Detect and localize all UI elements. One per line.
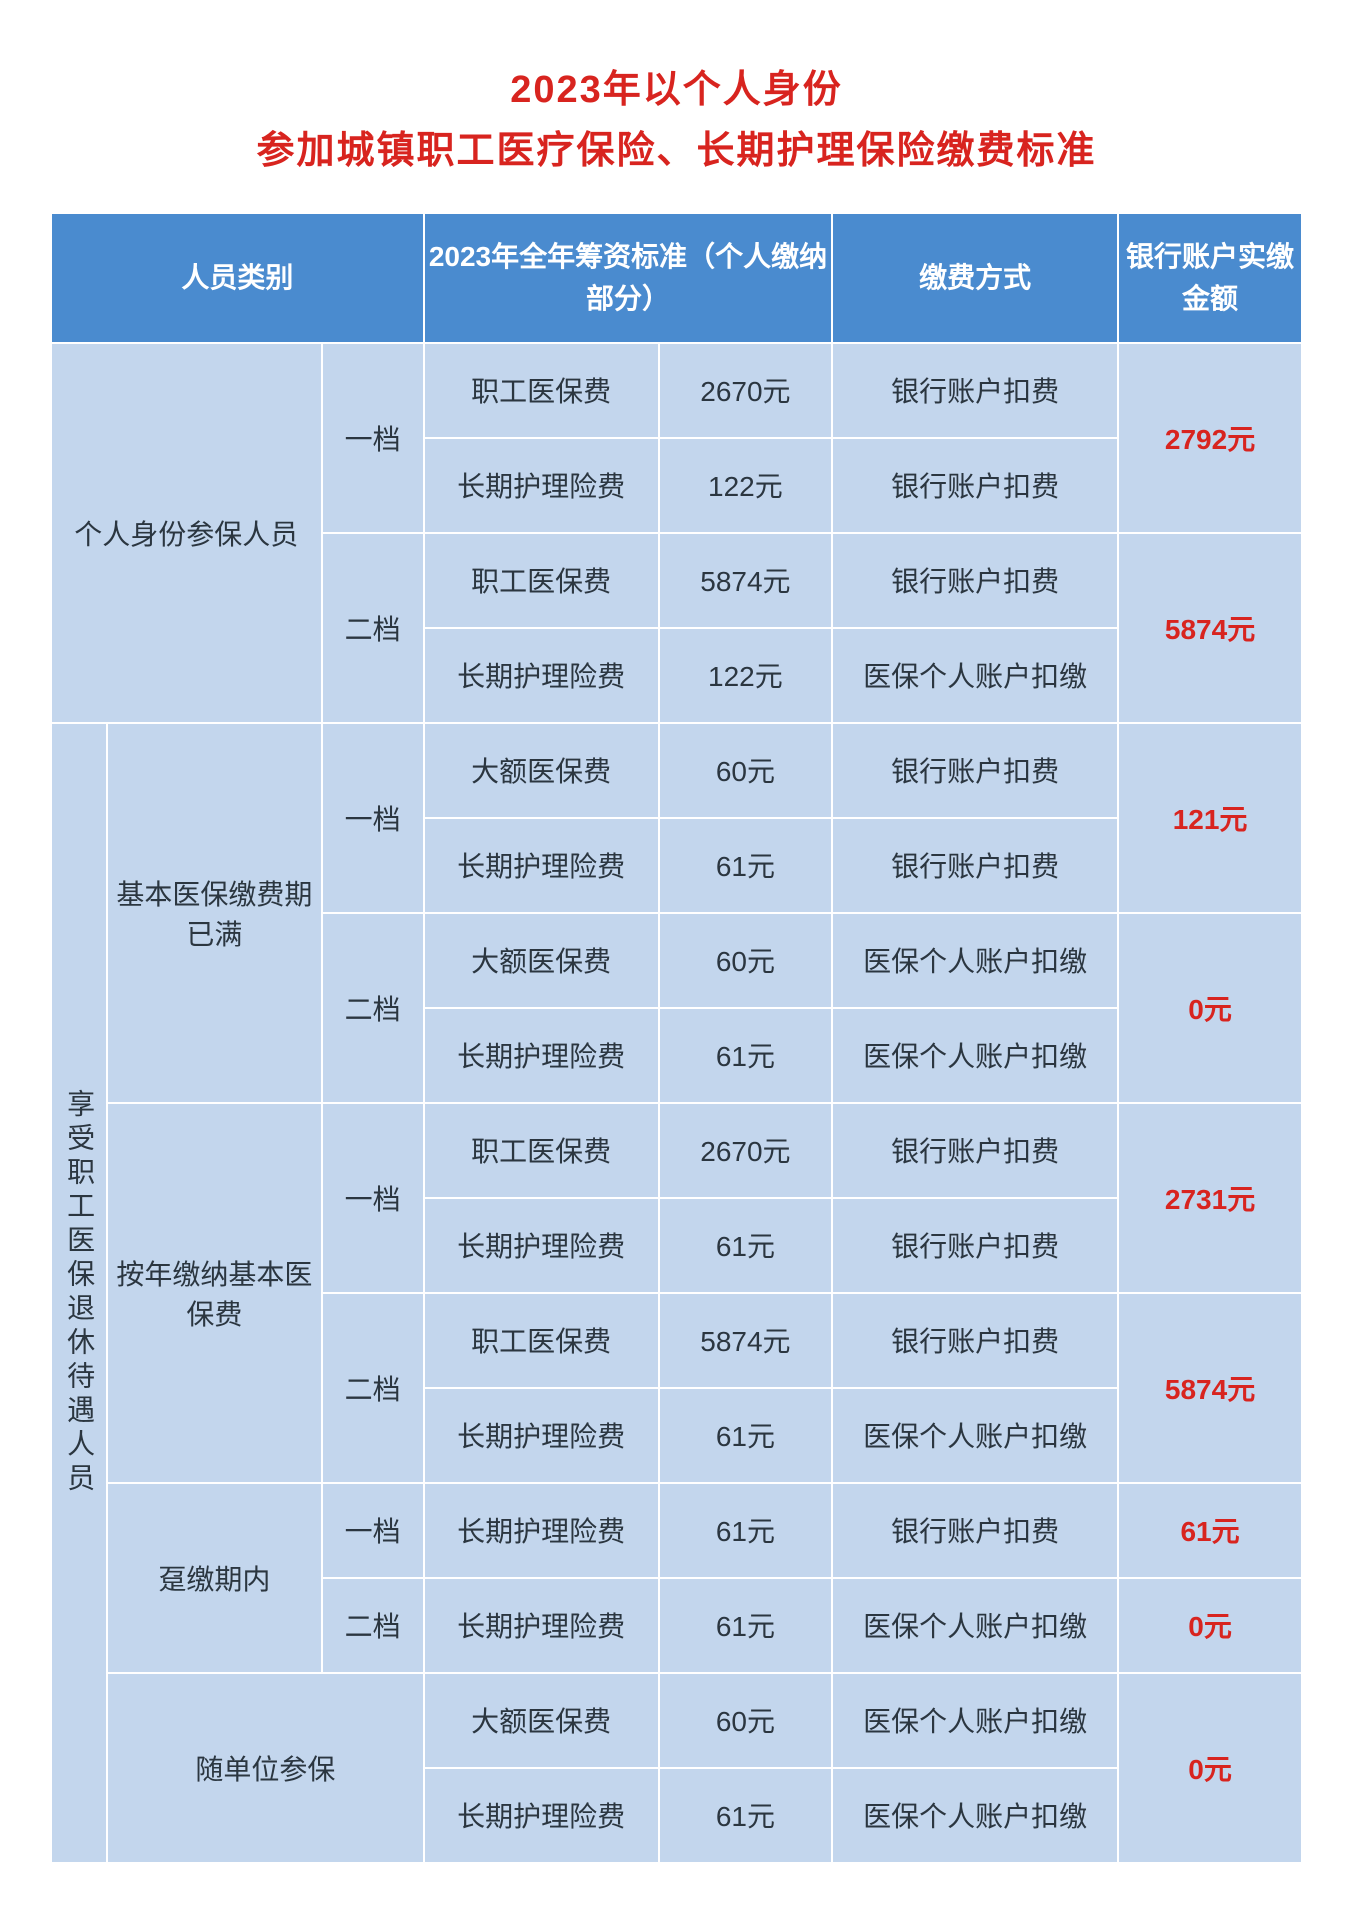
bank-total: 61元 bbox=[1118, 1483, 1302, 1578]
fee-item: 长期护理险费 bbox=[424, 1388, 659, 1483]
table-row: 享受职工医保退休待遇人员 基本医保缴费期已满 一档 大额医保费 60元 银行账户… bbox=[51, 723, 1302, 818]
fee-standard-table: 人员类别 2023年全年筹资标准（个人缴纳部分） 缴费方式 银行账户实缴金额 个… bbox=[50, 212, 1303, 1864]
fee-amount: 61元 bbox=[659, 818, 833, 913]
pay-method: 医保个人账户扣缴 bbox=[832, 628, 1118, 723]
pay-method: 医保个人账户扣缴 bbox=[832, 913, 1118, 1008]
sub-label: 随单位参保 bbox=[107, 1673, 424, 1863]
pay-method: 银行账户扣费 bbox=[832, 1103, 1118, 1198]
pay-method: 银行账户扣费 bbox=[832, 818, 1118, 913]
header-method: 缴费方式 bbox=[832, 213, 1118, 343]
pay-method: 银行账户扣费 bbox=[832, 723, 1118, 818]
fee-amount: 61元 bbox=[659, 1483, 833, 1578]
fee-amount: 61元 bbox=[659, 1008, 833, 1103]
fee-amount: 5874元 bbox=[659, 1293, 833, 1388]
header-category: 人员类别 bbox=[51, 213, 424, 343]
tier-label: 一档 bbox=[322, 723, 424, 913]
bank-total: 0元 bbox=[1118, 913, 1302, 1103]
pay-method: 医保个人账户扣缴 bbox=[832, 1578, 1118, 1673]
header-total: 银行账户实缴金额 bbox=[1118, 213, 1302, 343]
tier-label: 一档 bbox=[322, 1103, 424, 1293]
group1-label: 个人身份参保人员 bbox=[51, 343, 322, 723]
table-row: 个人身份参保人员 一档 职工医保费 2670元 银行账户扣费 2792元 bbox=[51, 343, 1302, 438]
sub-label: 基本医保缴费期已满 bbox=[107, 723, 321, 1103]
fee-amount: 2670元 bbox=[659, 1103, 833, 1198]
fee-amount: 5874元 bbox=[659, 533, 833, 628]
tier-label: 二档 bbox=[322, 913, 424, 1103]
fee-item: 职工医保费 bbox=[424, 343, 659, 438]
fee-item: 长期护理险费 bbox=[424, 628, 659, 723]
header-row: 人员类别 2023年全年筹资标准（个人缴纳部分） 缴费方式 银行账户实缴金额 bbox=[51, 213, 1302, 343]
pay-method: 银行账户扣费 bbox=[832, 1483, 1118, 1578]
table-row: 按年缴纳基本医保费 一档 职工医保费 2670元 银行账户扣费 2731元 bbox=[51, 1103, 1302, 1198]
bank-total: 5874元 bbox=[1118, 1293, 1302, 1483]
fee-item: 长期护理险费 bbox=[424, 1198, 659, 1293]
fee-item: 长期护理险费 bbox=[424, 438, 659, 533]
tier-label: 一档 bbox=[322, 1483, 424, 1578]
fee-item: 长期护理险费 bbox=[424, 1768, 659, 1863]
fee-item: 职工医保费 bbox=[424, 533, 659, 628]
bank-total: 0元 bbox=[1118, 1578, 1302, 1673]
fee-amount: 61元 bbox=[659, 1388, 833, 1483]
sub-label: 按年缴纳基本医保费 bbox=[107, 1103, 321, 1483]
bank-total: 121元 bbox=[1118, 723, 1302, 913]
fee-item: 长期护理险费 bbox=[424, 1578, 659, 1673]
fee-amount: 60元 bbox=[659, 1673, 833, 1768]
sub-label: 趸缴期内 bbox=[107, 1483, 321, 1673]
bank-total: 2731元 bbox=[1118, 1103, 1302, 1293]
pay-method: 银行账户扣费 bbox=[832, 343, 1118, 438]
tier-label: 一档 bbox=[322, 343, 424, 533]
fee-amount: 60元 bbox=[659, 913, 833, 1008]
fee-item: 长期护理险费 bbox=[424, 818, 659, 913]
pay-method: 医保个人账户扣缴 bbox=[832, 1008, 1118, 1103]
header-standard: 2023年全年筹资标准（个人缴纳部分） bbox=[424, 213, 832, 343]
fee-amount: 61元 bbox=[659, 1578, 833, 1673]
bank-total: 2792元 bbox=[1118, 343, 1302, 533]
table-row: 趸缴期内 一档 长期护理险费 61元 银行账户扣费 61元 bbox=[51, 1483, 1302, 1578]
fee-item: 大额医保费 bbox=[424, 1673, 659, 1768]
fee-amount: 122元 bbox=[659, 628, 833, 723]
fee-item: 职工医保费 bbox=[424, 1103, 659, 1198]
pay-method: 医保个人账户扣缴 bbox=[832, 1673, 1118, 1768]
fee-amount: 122元 bbox=[659, 438, 833, 533]
title-line-2: 参加城镇职工医疗保险、长期护理保险缴费标准 bbox=[256, 130, 1096, 172]
bank-total: 5874元 bbox=[1118, 533, 1302, 723]
tier-label: 二档 bbox=[322, 1293, 424, 1483]
table-row: 随单位参保 大额医保费 60元 医保个人账户扣缴 0元 bbox=[51, 1673, 1302, 1768]
fee-amount: 61元 bbox=[659, 1768, 833, 1863]
fee-item: 长期护理险费 bbox=[424, 1483, 659, 1578]
pay-method: 医保个人账户扣缴 bbox=[832, 1388, 1118, 1483]
fee-item: 长期护理险费 bbox=[424, 1008, 659, 1103]
fee-item: 职工医保费 bbox=[424, 1293, 659, 1388]
tier-label: 二档 bbox=[322, 1578, 424, 1673]
group2-label: 享受职工医保退休待遇人员 bbox=[51, 723, 107, 1863]
fee-amount: 61元 bbox=[659, 1198, 833, 1293]
title-line-1: 2023年以个人身份 bbox=[510, 69, 843, 111]
fee-item: 大额医保费 bbox=[424, 723, 659, 818]
fee-amount: 60元 bbox=[659, 723, 833, 818]
document-title: 2023年以个人身份 参加城镇职工医疗保险、长期护理保险缴费标准 bbox=[50, 60, 1303, 182]
tier-label: 二档 bbox=[322, 533, 424, 723]
pay-method: 银行账户扣费 bbox=[832, 438, 1118, 533]
fee-amount: 2670元 bbox=[659, 343, 833, 438]
fee-item: 大额医保费 bbox=[424, 913, 659, 1008]
pay-method: 银行账户扣费 bbox=[832, 1293, 1118, 1388]
pay-method: 医保个人账户扣缴 bbox=[832, 1768, 1118, 1863]
pay-method: 银行账户扣费 bbox=[832, 533, 1118, 628]
pay-method: 银行账户扣费 bbox=[832, 1198, 1118, 1293]
bank-total: 0元 bbox=[1118, 1673, 1302, 1863]
